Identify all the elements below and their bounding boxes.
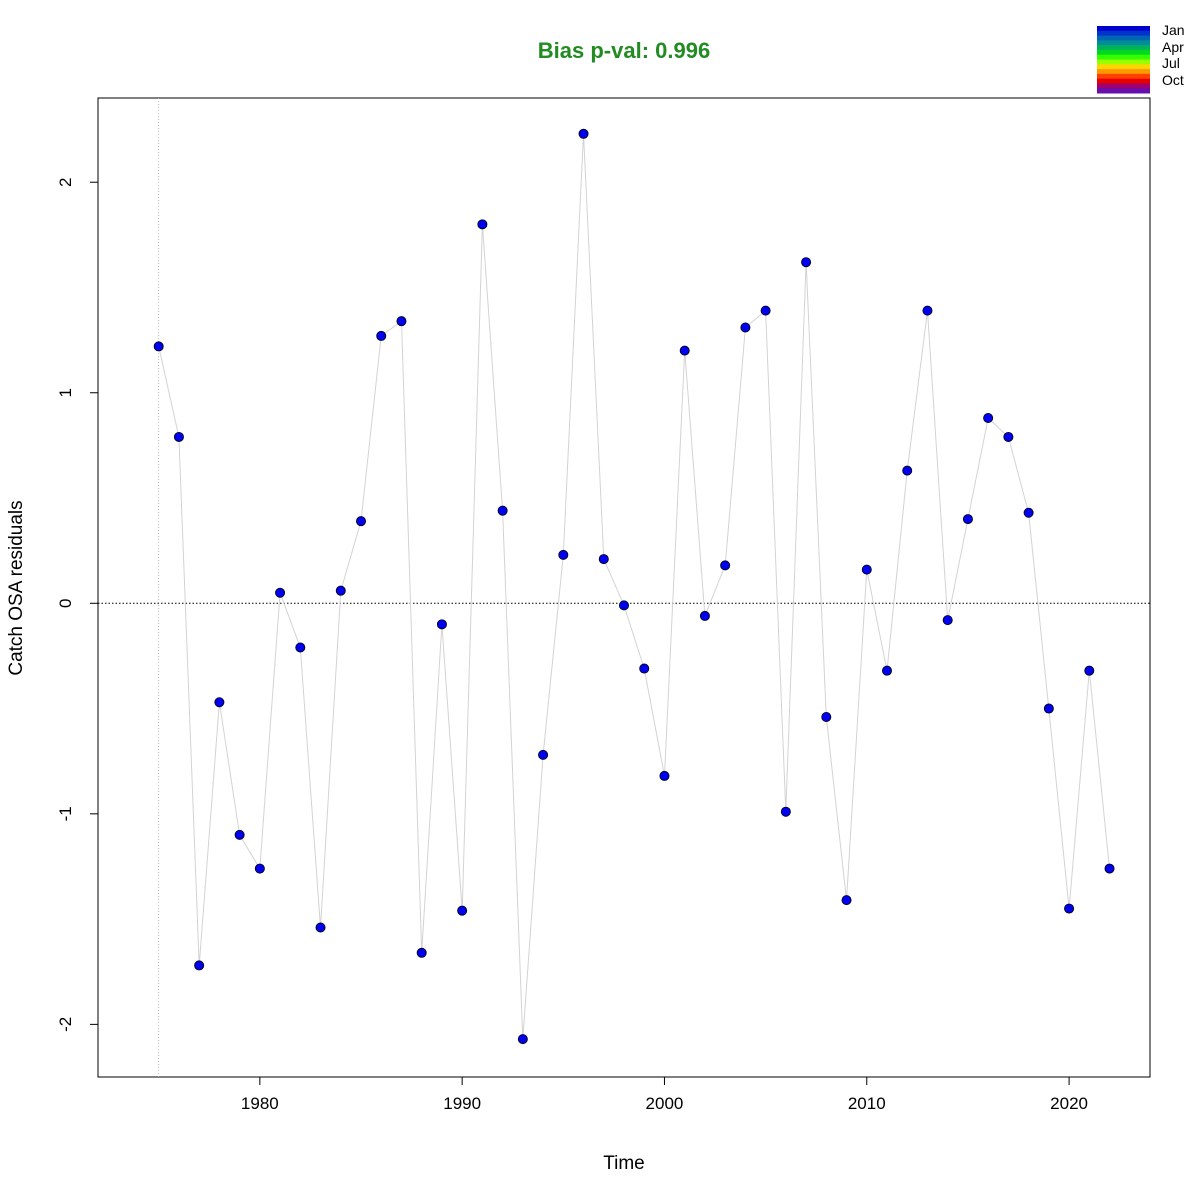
x-tick-label: 2000	[646, 1094, 684, 1113]
data-point	[295, 642, 306, 653]
data-point	[477, 219, 488, 230]
data-point	[1084, 665, 1095, 676]
legend-label: Apr	[1162, 39, 1184, 55]
data-point	[315, 922, 326, 933]
data-point	[497, 505, 508, 516]
data-point	[1023, 507, 1034, 518]
data-point	[416, 947, 427, 958]
data-point	[234, 829, 245, 840]
y-tick-label: 0	[56, 599, 75, 608]
data-point	[699, 610, 710, 621]
legend-color-band	[1097, 40, 1150, 46]
data-point	[538, 749, 549, 760]
legend-label: Jan	[1162, 22, 1185, 38]
series-line	[158, 133, 1110, 1040]
data-point	[598, 554, 609, 565]
data-point	[679, 345, 690, 356]
data-point	[436, 619, 447, 630]
data-point	[841, 895, 852, 906]
legend-color-band	[1097, 88, 1150, 94]
legend-color-band	[1097, 73, 1150, 80]
data-point	[153, 341, 164, 352]
legend-color-band	[1097, 59, 1150, 65]
data-point	[740, 322, 751, 333]
data-point	[882, 665, 893, 676]
data-point	[1003, 431, 1014, 442]
x-tick-label: 1990	[443, 1094, 481, 1113]
chart-title: Bias p-val: 0.996	[538, 38, 710, 63]
data-point	[396, 316, 407, 327]
data-point	[801, 257, 812, 268]
data-point	[922, 305, 933, 316]
legend-color-band	[1097, 30, 1150, 37]
data-point	[983, 413, 994, 424]
data-point	[942, 615, 953, 626]
legend-color-band	[1097, 49, 1150, 56]
data-points	[153, 128, 1115, 1045]
data-point	[1104, 863, 1115, 874]
data-point	[254, 863, 265, 874]
legend-color-band	[1097, 45, 1150, 51]
reference-lines	[98, 98, 1150, 1077]
legend-label: Oct	[1162, 72, 1184, 88]
legend-color-band	[1097, 26, 1150, 32]
data-point	[821, 711, 832, 722]
data-point	[214, 697, 225, 708]
x-tick-label: 2010	[848, 1094, 886, 1113]
series-connector	[158, 133, 1110, 1040]
data-point	[275, 587, 286, 598]
x-axis-title: Time	[603, 1153, 645, 1174]
data-point	[173, 431, 184, 442]
data-point	[780, 806, 791, 817]
data-point	[517, 1034, 528, 1045]
data-point	[194, 960, 205, 971]
y-axis-title: Catch OSA residuals	[6, 500, 27, 675]
x-tick-label: 2020	[1050, 1094, 1088, 1113]
y-tick-label: 1	[56, 388, 75, 397]
data-point	[578, 128, 589, 139]
data-point	[861, 564, 872, 575]
data-point	[1064, 903, 1075, 914]
legend-color-band	[1097, 35, 1150, 41]
legend-color-band	[1097, 54, 1150, 60]
data-point	[335, 585, 346, 596]
data-point	[962, 514, 973, 525]
data-point	[659, 770, 670, 781]
legend-color-band	[1097, 69, 1150, 75]
plot-frame	[97, 97, 1151, 1078]
data-point	[760, 305, 771, 316]
y-tick-label: -2	[56, 1017, 75, 1032]
y-tick-label: 2	[56, 177, 75, 186]
y-axis: -2 -1 0 1 2	[56, 177, 98, 1032]
data-point	[619, 600, 630, 611]
data-point	[1043, 703, 1054, 714]
data-point	[355, 516, 366, 527]
data-point	[457, 905, 468, 916]
legend-color-band	[1097, 64, 1150, 70]
data-point	[639, 663, 650, 674]
x-tick-label: 1980	[241, 1094, 279, 1113]
y-tick-label: -1	[56, 806, 75, 821]
legend-color-band	[1097, 78, 1150, 84]
legend-label: Jul	[1162, 55, 1180, 71]
data-point	[902, 465, 913, 476]
legend-color-band	[1097, 83, 1150, 89]
data-point	[376, 330, 387, 341]
data-point	[558, 549, 569, 560]
x-axis: 1980 1990 2000 2010 2020	[241, 1077, 1088, 1113]
data-point	[720, 560, 731, 571]
